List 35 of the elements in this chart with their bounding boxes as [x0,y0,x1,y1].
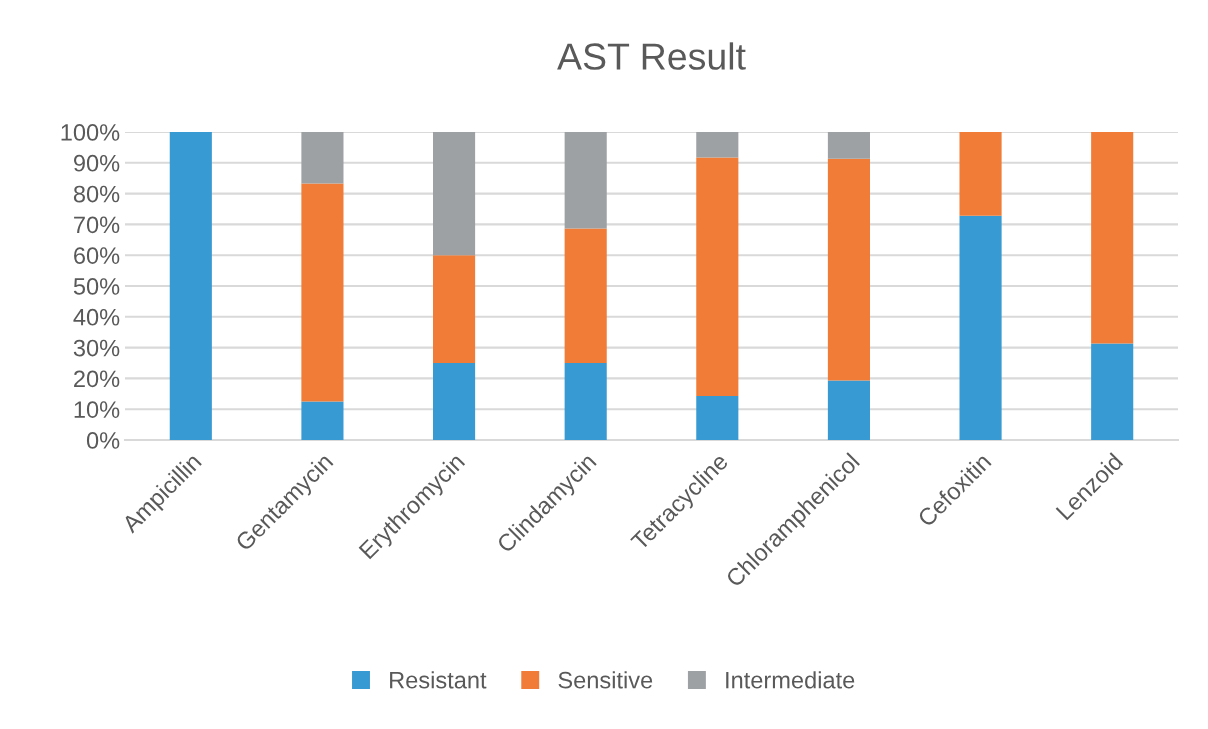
y-tick-label: 70% [74,216,120,234]
bar [696,132,739,158]
y-tick-label: 80% [73,185,120,203]
y-tick-label: 100% [61,124,120,141]
y-tick-label: 30% [73,339,120,357]
y-tick-label: 60% [74,247,120,264]
y-tick-label: 0% [86,432,120,449]
bar [696,157,739,396]
bar [433,132,476,256]
bar [301,132,344,184]
legend-label: Sensitive [558,671,653,689]
bar [827,380,870,440]
bar [301,183,344,402]
y-tick-label: 50% [73,278,120,295]
bar [959,132,1002,216]
bar [696,395,739,440]
bar [827,158,870,381]
bar [433,363,476,440]
legend-label: Resistant [390,671,487,689]
bar [1091,132,1134,344]
bar [301,401,344,440]
bar [564,132,607,229]
bar [827,132,870,159]
legend-label: Intermediate [726,671,855,689]
y-tick-label: 20% [74,370,120,388]
y-tick-label: 90% [73,154,120,172]
bar [1091,343,1134,440]
bar [169,132,212,440]
chart-title: AST Result [557,42,746,70]
bar [564,363,607,440]
bar [564,228,607,363]
bar [959,215,1002,440]
bar [433,255,476,363]
y-tick-label: 40% [73,308,120,326]
y-tick-label: 10% [74,401,120,418]
